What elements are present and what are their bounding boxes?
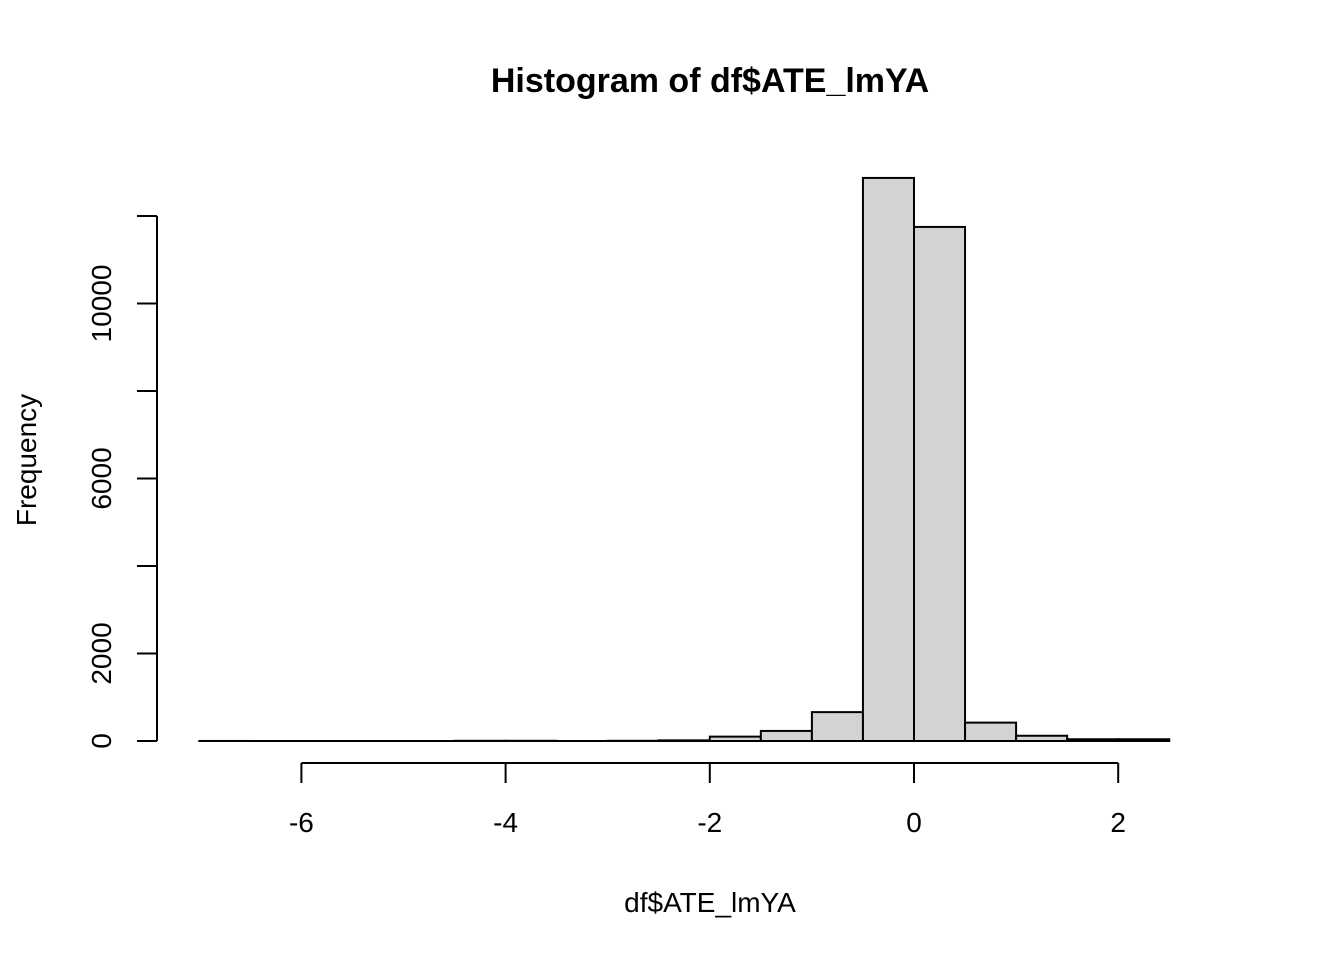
y-tick-label: 0 bbox=[86, 733, 117, 749]
y-axis-label: Frequency bbox=[11, 394, 42, 526]
y-axis: 0 2000 6000 10000 bbox=[86, 215, 158, 749]
histogram-bar bbox=[810, 711, 864, 742]
histogram-bar bbox=[861, 176, 916, 742]
histogram-bar bbox=[913, 225, 967, 742]
x-axis-label: df$ATE_lmYA bbox=[624, 887, 796, 918]
histogram-bar bbox=[759, 729, 813, 742]
histogram-bar bbox=[964, 721, 1018, 742]
y-tick-label: 10000 bbox=[86, 265, 117, 343]
bars-group bbox=[198, 176, 1171, 742]
y-tick-label: 6000 bbox=[86, 447, 117, 509]
x-tick-label: -4 bbox=[493, 807, 518, 838]
x-tick-label: -2 bbox=[697, 807, 722, 838]
x-axis: -6 -4 -2 0 2 bbox=[289, 762, 1126, 838]
x-tick-label: -6 bbox=[289, 807, 314, 838]
x-tick-label: 2 bbox=[1110, 807, 1126, 838]
x-tick-label: 0 bbox=[906, 807, 922, 838]
chart-title: Histogram of df$ATE_lmYA bbox=[491, 62, 929, 100]
y-tick-label: 2000 bbox=[86, 622, 117, 684]
